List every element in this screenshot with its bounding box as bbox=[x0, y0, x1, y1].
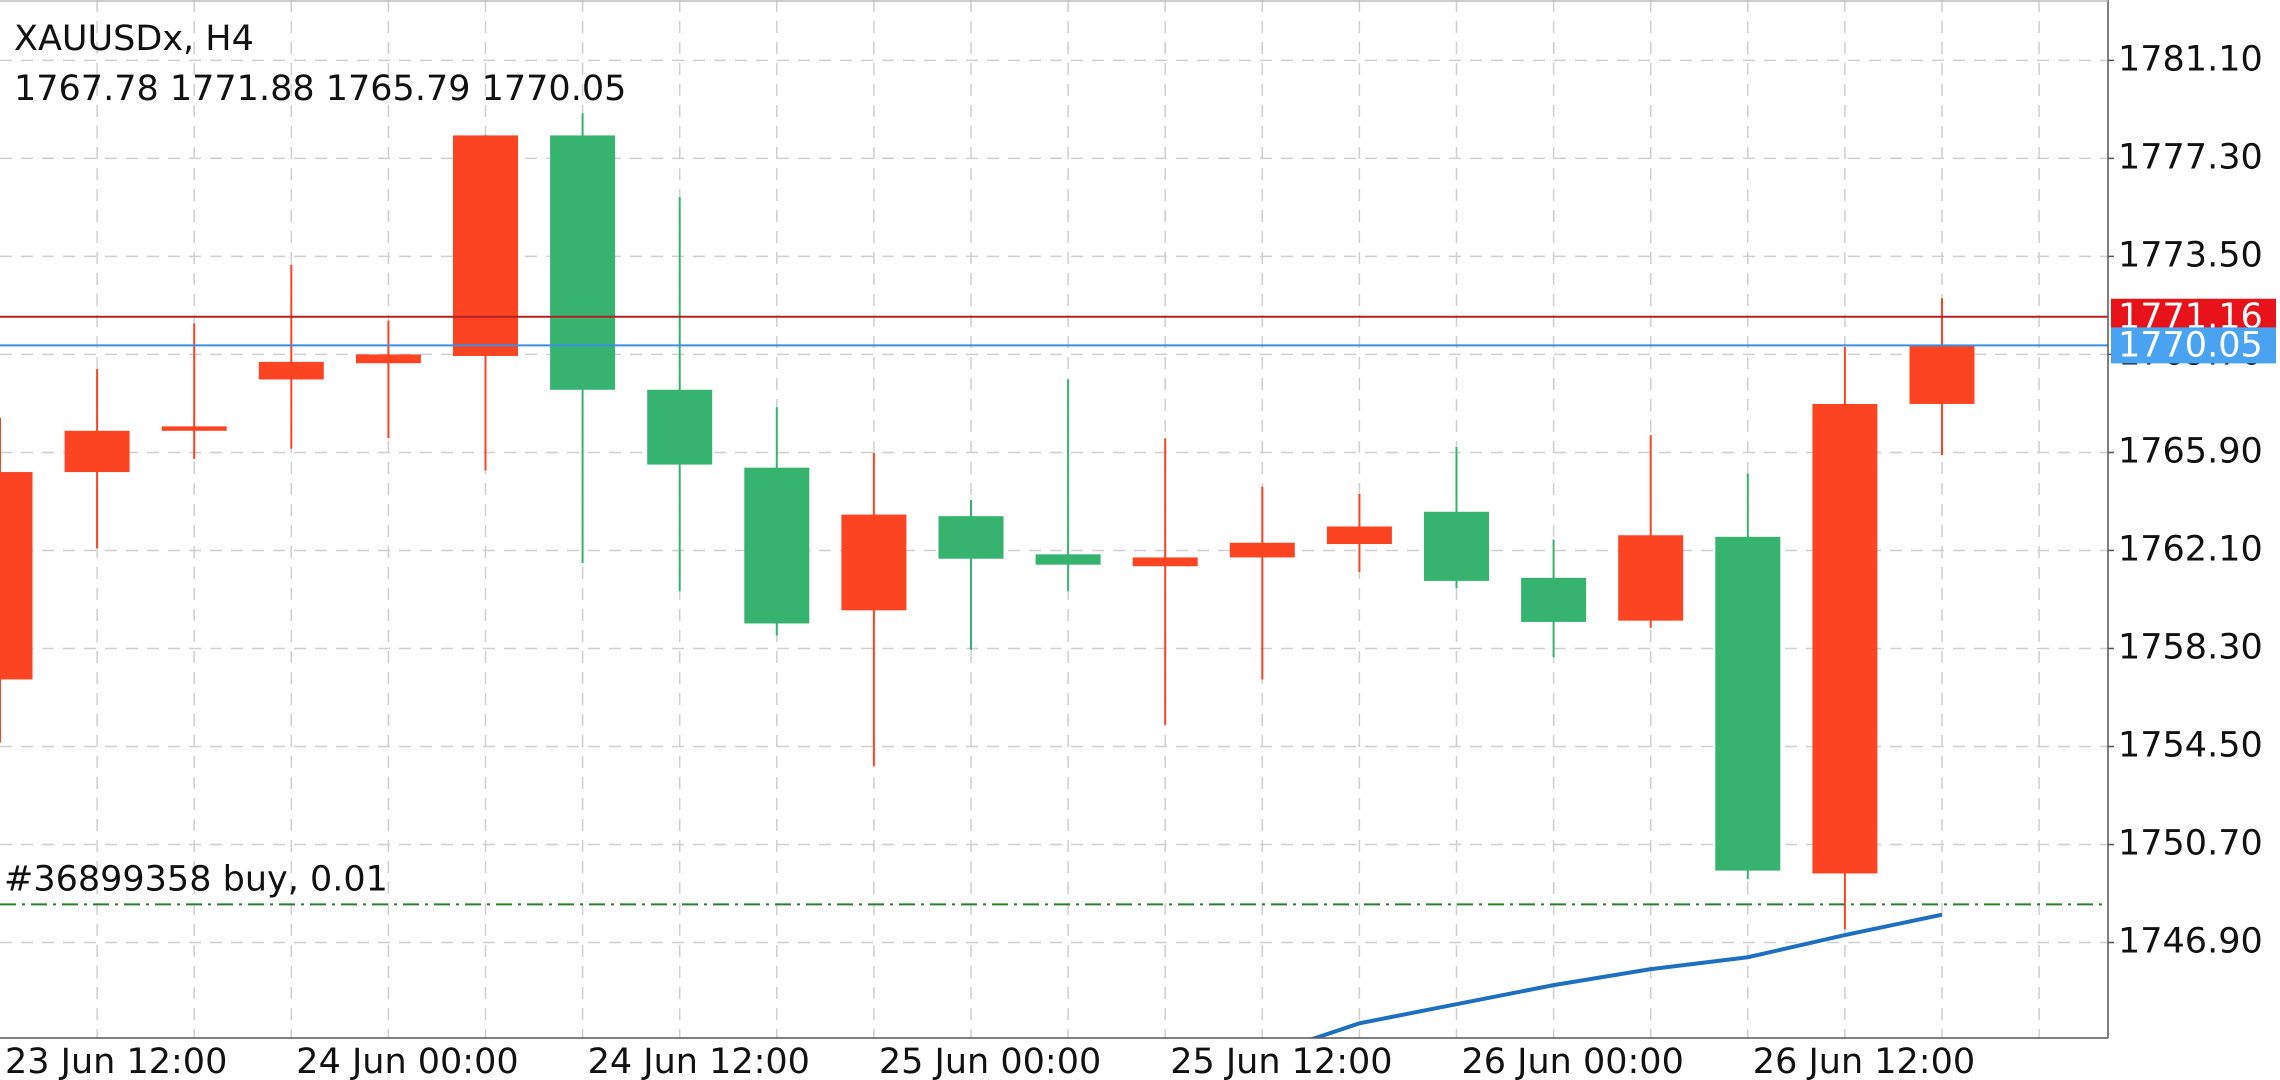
candle-body bbox=[0, 472, 33, 680]
ohlc-low: 1765.79 bbox=[326, 69, 471, 109]
y-tick-label: 1773.50 bbox=[2118, 235, 2263, 275]
axes bbox=[0, 0, 2109, 1039]
candle-body bbox=[1132, 557, 1198, 567]
x-tick-label: 24 Jun 00:00 bbox=[296, 1042, 518, 1080]
y-tick-label: 1762.10 bbox=[2118, 529, 2263, 569]
candle-body bbox=[938, 516, 1004, 559]
y-tick-label: 1746.90 bbox=[2118, 922, 2263, 962]
x-tick-label: 26 Jun 12:00 bbox=[1753, 1042, 1975, 1080]
price-tag-label: 1770.05 bbox=[2118, 325, 2263, 365]
y-tick-label: 1750.70 bbox=[2118, 824, 2263, 864]
y-tick-label: 1765.90 bbox=[2118, 431, 2263, 471]
candle-body bbox=[647, 389, 713, 465]
candle-body bbox=[841, 514, 907, 611]
candle-body bbox=[1035, 554, 1101, 565]
candle-body bbox=[1715, 536, 1781, 871]
x-tick-label: 24 Jun 12:00 bbox=[588, 1042, 810, 1080]
candle-body bbox=[1812, 403, 1878, 874]
candle-body bbox=[744, 467, 810, 624]
chart-title: XAUUSDx, H4 bbox=[14, 19, 254, 59]
y-tick-label: 1758.30 bbox=[2118, 627, 2263, 667]
ohlc-high: 1771.88 bbox=[170, 69, 315, 109]
candle-body bbox=[161, 426, 227, 431]
candle-body bbox=[453, 135, 518, 356]
x-tick-label: 26 Jun 00:00 bbox=[1462, 1042, 1684, 1080]
ohlc-readout: 1767.78 1771.88 1765.79 1770.05 bbox=[14, 69, 626, 109]
indicator-line bbox=[1309, 912, 1943, 1038]
candle-body bbox=[1424, 511, 1489, 581]
ohlc-open: 1767.78 bbox=[14, 69, 159, 109]
y-tick-label: 1777.30 bbox=[2118, 137, 2263, 177]
x-tick-label: 25 Jun 00:00 bbox=[879, 1042, 1101, 1080]
candle-body bbox=[550, 135, 616, 390]
y-tick-label: 1754.50 bbox=[2118, 726, 2263, 766]
y-tick-label: 1781.10 bbox=[2118, 39, 2263, 79]
candle-body bbox=[1229, 542, 1295, 558]
labels: 1781.101777.301773.501769.701765.901762.… bbox=[4, 39, 2276, 1080]
plot-area bbox=[0, 113, 2108, 1038]
candle-body bbox=[1326, 526, 1392, 545]
candle-body bbox=[258, 361, 324, 380]
candle-body bbox=[1618, 535, 1684, 621]
price-tag bbox=[2111, 327, 2276, 364]
candle-body bbox=[64, 430, 130, 473]
x-tick-label: 25 Jun 12:00 bbox=[1170, 1042, 1392, 1080]
candle-body bbox=[355, 354, 421, 364]
candle-body bbox=[1909, 345, 1975, 404]
candle-body bbox=[1521, 577, 1587, 622]
ohlc-close: 1770.05 bbox=[482, 69, 627, 109]
x-tick-label: 23 Jun 12:00 bbox=[5, 1042, 227, 1080]
order-label: #36899358 buy, 0.01 bbox=[4, 859, 388, 899]
